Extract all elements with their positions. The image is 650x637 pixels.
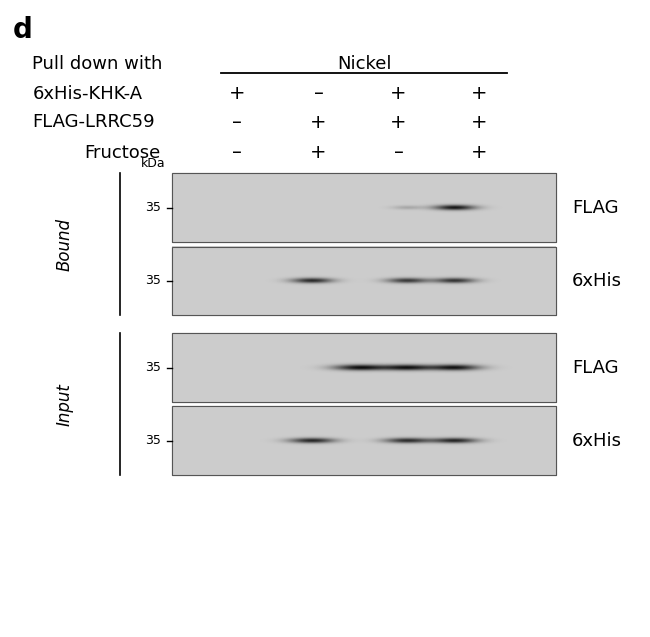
- Text: Bound: Bound: [56, 218, 74, 271]
- Bar: [172, 406, 556, 475]
- Text: FLAG: FLAG: [572, 359, 619, 376]
- Bar: [172, 247, 556, 315]
- Text: FLAG-LRRC59: FLAG-LRRC59: [32, 113, 155, 131]
- Text: +: +: [390, 84, 407, 103]
- Bar: [172, 333, 556, 402]
- Text: 6xHis: 6xHis: [572, 272, 622, 290]
- Text: 6xHis-KHK-A: 6xHis-KHK-A: [32, 85, 142, 103]
- Text: FLAG: FLAG: [572, 199, 619, 217]
- Text: –: –: [393, 143, 404, 162]
- Bar: [172, 247, 556, 315]
- Text: Nickel: Nickel: [337, 55, 391, 73]
- Text: 6xHis: 6xHis: [572, 432, 622, 450]
- Bar: [172, 173, 556, 242]
- Text: kDa: kDa: [141, 157, 166, 170]
- Text: +: +: [471, 143, 488, 162]
- Text: –: –: [232, 143, 242, 162]
- Text: +: +: [390, 113, 407, 132]
- Text: 35: 35: [145, 434, 161, 447]
- Text: 35: 35: [145, 361, 161, 374]
- Text: +: +: [229, 84, 246, 103]
- Text: 35: 35: [145, 201, 161, 214]
- Text: d: d: [13, 16, 33, 44]
- Text: 35: 35: [145, 275, 161, 287]
- Text: +: +: [471, 84, 488, 103]
- Text: +: +: [471, 113, 488, 132]
- Text: Fructose: Fructose: [84, 144, 161, 162]
- Text: +: +: [310, 143, 327, 162]
- Bar: [172, 173, 556, 242]
- Text: +: +: [310, 113, 327, 132]
- Text: Input: Input: [56, 383, 74, 426]
- Bar: [172, 333, 556, 402]
- Text: –: –: [232, 113, 242, 132]
- Bar: [172, 406, 556, 475]
- Text: –: –: [313, 84, 324, 103]
- Text: Pull down with: Pull down with: [32, 55, 163, 73]
